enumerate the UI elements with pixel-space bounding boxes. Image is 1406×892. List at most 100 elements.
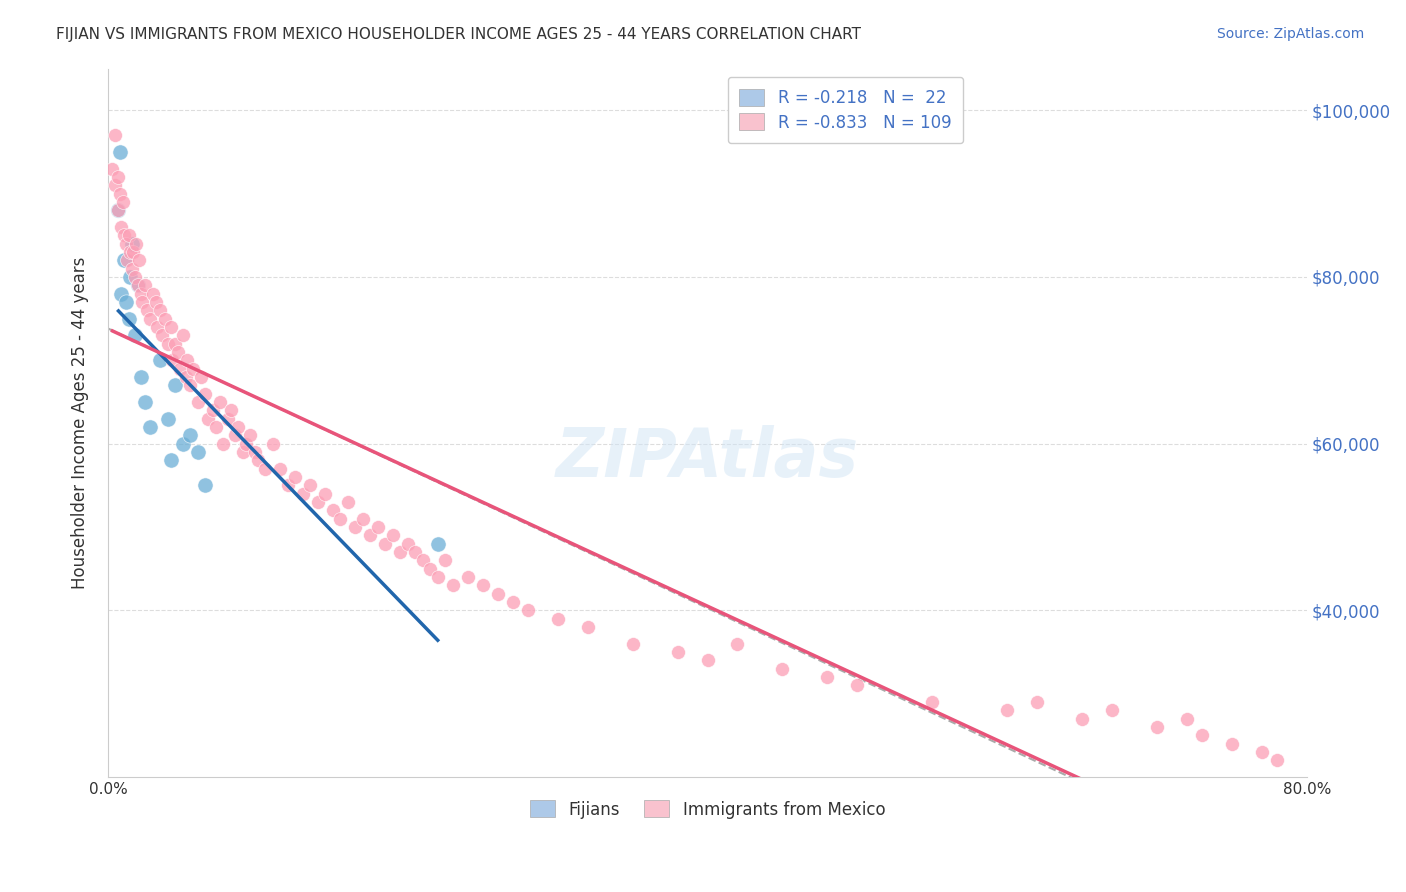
Point: [134, 395, 156, 409]
Point: [125, 236, 148, 251]
Point: [727, 636, 749, 650]
Point: [174, 369, 197, 384]
Point: [471, 578, 494, 592]
Point: [426, 570, 449, 584]
Point: [120, 269, 142, 284]
Y-axis label: Householder Income Ages 25 - 44 years: Householder Income Ages 25 - 44 years: [72, 257, 89, 589]
Point: [426, 536, 449, 550]
Point: [190, 369, 212, 384]
Point: [121, 261, 143, 276]
Point: [666, 645, 689, 659]
Point: [101, 161, 124, 176]
Point: [121, 236, 143, 251]
Point: [846, 678, 869, 692]
Point: [457, 570, 479, 584]
Point: [136, 303, 159, 318]
Point: [110, 286, 132, 301]
Point: [291, 486, 314, 500]
Point: [217, 411, 239, 425]
Point: [172, 328, 194, 343]
Point: [277, 478, 299, 492]
Point: [124, 269, 146, 284]
Point: [1101, 703, 1123, 717]
Point: [344, 520, 367, 534]
Point: [104, 128, 127, 143]
Point: [352, 511, 374, 525]
Point: [205, 420, 228, 434]
Point: [307, 495, 329, 509]
Point: [153, 311, 176, 326]
Point: [336, 495, 359, 509]
Point: [108, 186, 131, 201]
Point: [516, 603, 538, 617]
Point: [576, 620, 599, 634]
Point: [254, 461, 277, 475]
Point: [160, 319, 183, 334]
Point: [149, 353, 172, 368]
Point: [314, 486, 336, 500]
Point: [486, 586, 509, 600]
Point: [167, 344, 190, 359]
Point: [232, 445, 254, 459]
Point: [149, 303, 172, 318]
Point: [1265, 753, 1288, 767]
Point: [156, 411, 179, 425]
Point: [165, 378, 187, 392]
Point: [169, 361, 191, 376]
Point: [209, 395, 232, 409]
Legend: Fijians, Immigrants from Mexico: Fijians, Immigrants from Mexico: [523, 794, 891, 825]
Point: [389, 545, 412, 559]
Point: [131, 294, 153, 309]
Point: [187, 445, 209, 459]
Point: [165, 336, 187, 351]
Point: [162, 353, 184, 368]
Point: [187, 395, 209, 409]
Point: [243, 445, 266, 459]
Point: [114, 253, 136, 268]
Point: [172, 436, 194, 450]
Point: [118, 311, 141, 326]
Point: [115, 294, 138, 309]
Point: [107, 203, 129, 218]
Point: [104, 178, 127, 193]
Point: [404, 545, 426, 559]
Point: [1026, 695, 1049, 709]
Point: [224, 428, 246, 442]
Point: [124, 328, 146, 343]
Point: [176, 353, 198, 368]
Point: [129, 369, 152, 384]
Point: [441, 578, 464, 592]
Point: [160, 453, 183, 467]
Point: [128, 253, 150, 268]
Point: [547, 611, 569, 625]
Point: [299, 478, 322, 492]
Point: [142, 286, 165, 301]
Point: [921, 695, 943, 709]
Point: [1251, 745, 1274, 759]
Point: [114, 228, 136, 243]
Text: Source: ZipAtlas.com: Source: ZipAtlas.com: [1216, 27, 1364, 41]
Point: [359, 528, 381, 542]
Point: [117, 253, 139, 268]
Point: [322, 503, 344, 517]
Point: [179, 378, 201, 392]
Point: [367, 520, 389, 534]
Text: FIJIAN VS IMMIGRANTS FROM MEXICO HOUSEHOLDER INCOME AGES 25 - 44 YEARS CORRELATI: FIJIAN VS IMMIGRANTS FROM MEXICO HOUSEHO…: [56, 27, 862, 42]
Point: [1220, 737, 1243, 751]
Point: [122, 244, 145, 259]
Point: [107, 203, 129, 218]
Point: [179, 428, 201, 442]
Point: [183, 361, 205, 376]
Point: [1175, 712, 1198, 726]
Point: [329, 511, 352, 525]
Point: [412, 553, 434, 567]
Point: [139, 420, 162, 434]
Point: [1071, 712, 1094, 726]
Point: [284, 470, 307, 484]
Point: [212, 436, 235, 450]
Point: [118, 228, 141, 243]
Point: [772, 661, 794, 675]
Point: [228, 420, 250, 434]
Point: [262, 436, 284, 450]
Point: [235, 436, 257, 450]
